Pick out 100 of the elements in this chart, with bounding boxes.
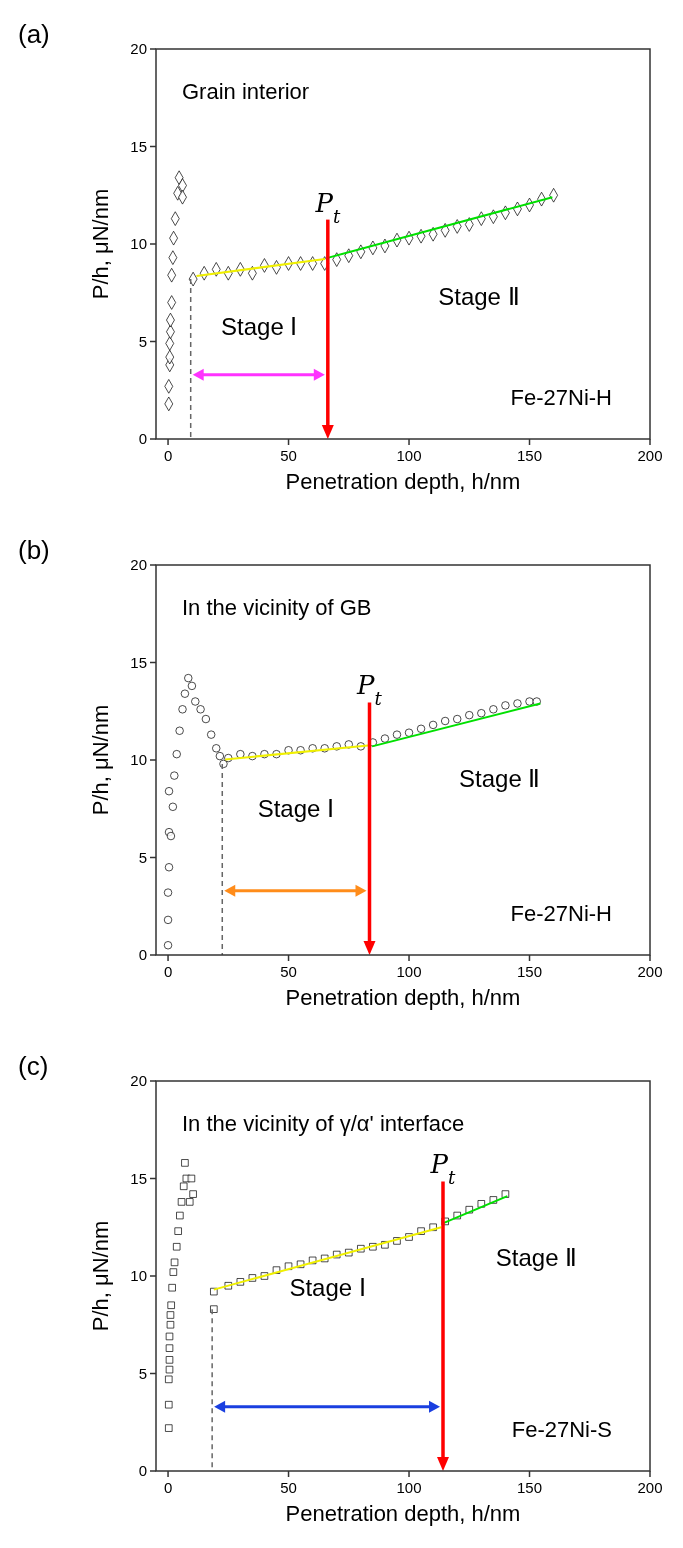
ref-line-label: P$_{t}$ — [314, 187, 341, 227]
point — [169, 1268, 178, 1276]
y-tick-label: 10 — [130, 235, 147, 252]
point — [164, 1424, 173, 1432]
point — [380, 734, 390, 743]
point — [489, 705, 498, 714]
x-tick-label: 100 — [396, 447, 422, 464]
point — [177, 1198, 186, 1206]
y-tick-label: 15 — [130, 1169, 147, 1187]
point — [187, 1174, 196, 1183]
point — [165, 1365, 174, 1374]
annotation: Fe-27Ni-S — [511, 1417, 612, 1442]
point — [172, 1242, 181, 1251]
x-tick-label: 0 — [163, 963, 173, 980]
x-tick-label: 200 — [637, 1479, 663, 1496]
x-tick-label: 0 — [163, 1479, 173, 1496]
x-tick-label: 50 — [280, 447, 297, 464]
point — [440, 716, 450, 726]
point — [180, 689, 190, 698]
y-tick-label: 0 — [138, 1462, 147, 1479]
point — [164, 786, 174, 796]
point — [184, 673, 193, 683]
point — [166, 1311, 175, 1319]
y-tick-label: 20 — [130, 556, 147, 573]
point — [201, 714, 211, 724]
x-tick-label: 200 — [637, 963, 663, 980]
annotation: Fe-27Ni-H — [510, 385, 612, 410]
point — [185, 1198, 194, 1206]
point — [477, 708, 486, 718]
point — [513, 699, 522, 708]
x-tick-label: 150 — [517, 447, 543, 464]
x-tick-label: 200 — [637, 447, 663, 464]
y-tick-label: 10 — [130, 751, 147, 768]
y-tick-label: 5 — [138, 1364, 147, 1382]
point — [163, 888, 173, 897]
point — [236, 749, 245, 759]
text: In the vicinity of γ/α' interface — [182, 1111, 465, 1136]
point — [164, 862, 174, 872]
point — [452, 714, 462, 724]
point — [165, 1356, 174, 1364]
point — [196, 705, 205, 714]
point — [164, 1400, 173, 1409]
point — [163, 940, 173, 950]
annotation: Stage Ⅱ — [495, 1244, 578, 1272]
x-tick-label: 100 — [396, 1479, 422, 1496]
y-tick-label: 5 — [138, 332, 147, 350]
y-axis-title: P/h, μN/nm — [88, 1220, 113, 1332]
annotation: Stage Ⅱ — [438, 282, 520, 310]
point — [172, 749, 182, 759]
y-tick-label: 5 — [138, 848, 147, 866]
point — [175, 726, 184, 736]
text: (a) — [18, 19, 50, 49]
point — [181, 1159, 189, 1167]
ref-line-label: P$_{t}$ — [356, 670, 383, 709]
x-tick-label: 50 — [280, 963, 297, 980]
text: (c) — [18, 1051, 49, 1081]
annotation: Fe-27Ni-H — [510, 901, 612, 926]
text: In the vicinity of GB — [182, 595, 372, 620]
point — [190, 697, 200, 706]
point — [404, 728, 414, 737]
point — [168, 1283, 176, 1292]
text: Grain interior — [182, 79, 310, 104]
x-tick-label: 50 — [280, 1479, 297, 1496]
point — [168, 802, 178, 812]
x-tick-label: 100 — [396, 963, 422, 980]
x-tick-label: 150 — [517, 963, 543, 980]
point — [211, 744, 221, 753]
point — [165, 1332, 174, 1341]
y-tick-label: 20 — [130, 40, 147, 57]
point — [165, 1344, 174, 1352]
y-tick-label: 15 — [130, 137, 147, 155]
point — [164, 1375, 173, 1384]
x-tick-label: 0 — [163, 447, 173, 464]
x-tick-label: 150 — [517, 1479, 543, 1496]
point — [428, 720, 438, 730]
point — [166, 1320, 175, 1329]
point — [392, 730, 402, 739]
annotation: Stage Ⅰ — [289, 1274, 366, 1302]
y-tick-label: 10 — [130, 1267, 147, 1284]
point — [189, 1190, 197, 1198]
text: (b) — [18, 535, 50, 565]
annotation: Stage Ⅰ — [257, 795, 335, 823]
annotation: Stage Ⅰ — [221, 312, 298, 340]
ref-line-label: P$_{t}$ — [429, 1149, 457, 1188]
y-axis-title: P/h, μN/nm — [88, 188, 113, 300]
point — [416, 724, 426, 734]
annotation: Stage Ⅱ — [459, 765, 541, 793]
point — [176, 1211, 184, 1220]
point — [219, 759, 228, 769]
point — [170, 771, 179, 780]
x-axis-title: Penetration depth, h/nm — [285, 1501, 521, 1526]
y-axis-title: P/h, μN/nm — [88, 704, 113, 816]
y-tick-label: 0 — [138, 430, 147, 447]
point — [464, 710, 474, 720]
point — [174, 1227, 183, 1235]
point — [178, 705, 187, 714]
x-axis-title: Penetration depth, h/nm — [285, 469, 521, 494]
y-tick-label: 15 — [130, 653, 147, 671]
point — [167, 1301, 176, 1310]
point — [187, 681, 197, 691]
